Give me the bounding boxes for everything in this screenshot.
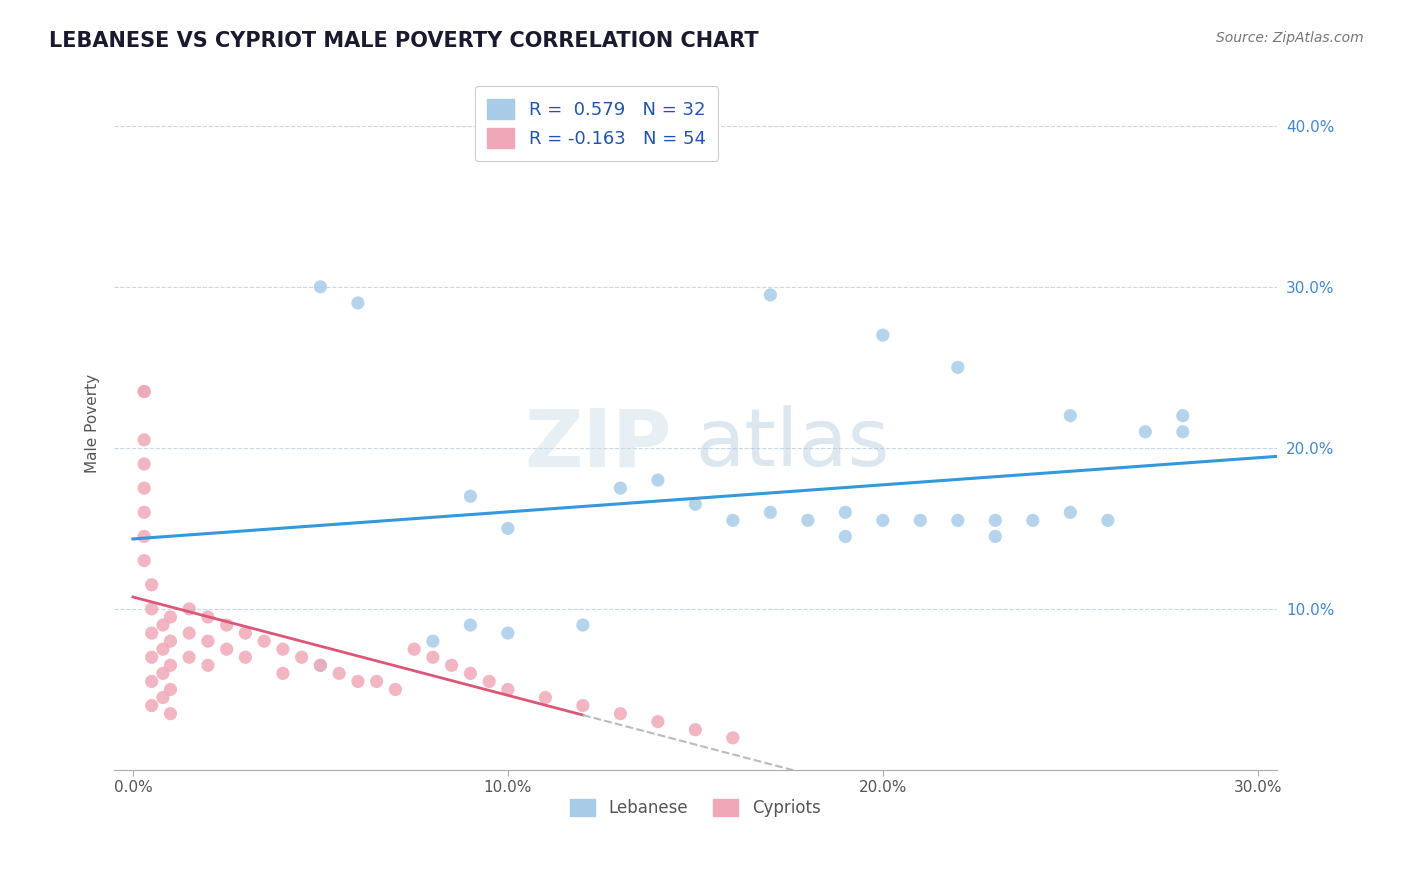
Point	[134, 481, 156, 495]
Point	[422, 634, 444, 648]
Point	[1059, 505, 1081, 519]
Point	[179, 650, 201, 665]
Point	[152, 666, 174, 681]
Point	[440, 658, 463, 673]
Point	[721, 513, 744, 527]
Legend: Lebanese, Cypriots: Lebanese, Cypriots	[564, 792, 827, 824]
Point	[134, 384, 156, 399]
Point	[152, 690, 174, 705]
Point	[141, 626, 163, 640]
Point	[291, 650, 314, 665]
Point	[404, 642, 426, 657]
Point	[235, 650, 257, 665]
Point	[309, 658, 332, 673]
Point	[134, 433, 156, 447]
Point	[572, 618, 595, 632]
Point	[197, 658, 219, 673]
Point	[197, 610, 219, 624]
Point	[496, 682, 519, 697]
Point	[197, 634, 219, 648]
Point	[721, 731, 744, 745]
Point	[159, 682, 181, 697]
Point	[271, 642, 294, 657]
Point	[384, 682, 406, 697]
Point	[872, 328, 894, 343]
Point	[309, 280, 332, 294]
Point	[496, 521, 519, 535]
Point	[759, 288, 782, 302]
Text: Source: ZipAtlas.com: Source: ZipAtlas.com	[1216, 31, 1364, 45]
Point	[834, 505, 856, 519]
Point	[347, 674, 370, 689]
Point	[1097, 513, 1119, 527]
Point	[347, 296, 370, 310]
Text: ZIP: ZIP	[524, 406, 672, 483]
Point	[984, 513, 1007, 527]
Point	[1171, 409, 1194, 423]
Point	[215, 618, 238, 632]
Point	[141, 674, 163, 689]
Point	[141, 578, 163, 592]
Point	[141, 698, 163, 713]
Point	[253, 634, 276, 648]
Point	[572, 698, 595, 713]
Point	[1171, 425, 1194, 439]
Point	[647, 473, 669, 487]
Point	[647, 714, 669, 729]
Point	[759, 505, 782, 519]
Y-axis label: Male Poverty: Male Poverty	[86, 374, 100, 474]
Point	[152, 618, 174, 632]
Point	[910, 513, 932, 527]
Point	[309, 658, 332, 673]
Point	[460, 489, 482, 503]
Point	[179, 626, 201, 640]
Point	[1059, 409, 1081, 423]
Point	[460, 618, 482, 632]
Point	[797, 513, 820, 527]
Point	[141, 602, 163, 616]
Point	[1022, 513, 1045, 527]
Point	[134, 505, 156, 519]
Point	[179, 602, 201, 616]
Point	[159, 610, 181, 624]
Point	[152, 642, 174, 657]
Point	[215, 642, 238, 657]
Point	[609, 481, 631, 495]
Point	[946, 513, 969, 527]
Point	[271, 666, 294, 681]
Point	[159, 706, 181, 721]
Point	[134, 457, 156, 471]
Point	[159, 634, 181, 648]
Point	[235, 626, 257, 640]
Point	[984, 529, 1007, 543]
Point	[609, 706, 631, 721]
Point	[496, 626, 519, 640]
Point	[834, 529, 856, 543]
Point	[422, 650, 444, 665]
Point	[872, 513, 894, 527]
Point	[134, 553, 156, 567]
Point	[946, 360, 969, 375]
Point	[141, 650, 163, 665]
Point	[460, 666, 482, 681]
Point	[366, 674, 388, 689]
Point	[159, 658, 181, 673]
Point	[328, 666, 350, 681]
Point	[134, 384, 156, 399]
Point	[1135, 425, 1157, 439]
Point	[134, 529, 156, 543]
Point	[478, 674, 501, 689]
Text: LEBANESE VS CYPRIOT MALE POVERTY CORRELATION CHART: LEBANESE VS CYPRIOT MALE POVERTY CORRELA…	[49, 31, 759, 51]
Point	[685, 497, 707, 511]
Point	[685, 723, 707, 737]
Point	[534, 690, 557, 705]
Text: atlas: atlas	[696, 406, 890, 483]
